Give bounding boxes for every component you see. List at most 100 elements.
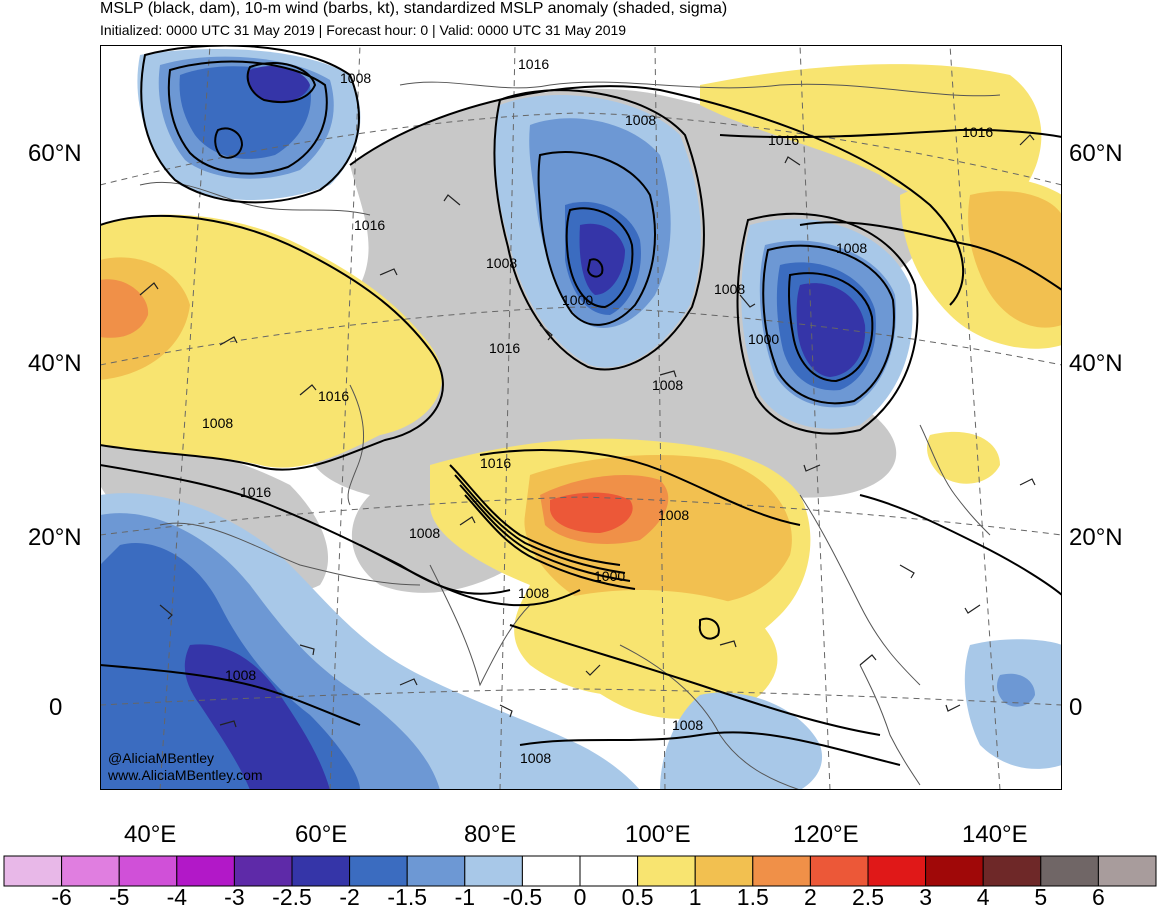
wind-barb xyxy=(459,516,476,526)
isobar-label: 1008 xyxy=(225,667,256,683)
colorbar-swatch xyxy=(982,855,1042,887)
meridian-140e xyxy=(949,45,1001,790)
lon-label-60e: 60°E xyxy=(295,821,348,848)
isobar-label: 1016 xyxy=(962,124,993,140)
shade-pos-seasia xyxy=(540,590,778,719)
wind-barb xyxy=(399,678,418,686)
isobar-label: 1008 xyxy=(652,377,683,393)
lat-label-0-right: 0 xyxy=(1069,694,1083,721)
isobar-label: 1016 xyxy=(480,455,511,471)
colorbar-tick-label: -4 xyxy=(166,884,188,910)
isobar-arctic-low-4 xyxy=(214,127,244,159)
wind-barb xyxy=(219,720,237,728)
coast-se-asia xyxy=(619,644,801,790)
colorbar-tick-label: 1 xyxy=(688,884,702,910)
coast-caspian xyxy=(347,384,364,506)
colorbar-swatch xyxy=(118,855,178,887)
isobar-tibet-packed-1 xyxy=(449,464,621,566)
isobars xyxy=(100,45,1062,766)
isobar-label: 1008 xyxy=(518,585,549,601)
colorbar-tick-label: -2.5 xyxy=(272,884,312,910)
wind-barb xyxy=(659,370,677,378)
isobar-arctic-low-2 xyxy=(167,60,328,175)
map-panel: 1008 1016 1008 1016 1016 1008 1000 1008 … xyxy=(100,45,1062,790)
coast-arabia xyxy=(159,522,421,586)
wind-barbs xyxy=(139,134,1036,728)
wind-barb xyxy=(379,268,398,276)
isobar-1008-east xyxy=(799,221,1062,291)
isobar-1016-pacific xyxy=(859,494,1062,596)
isobar-labels: 1008 1016 1008 1016 1016 1008 1000 1008 … xyxy=(202,56,993,766)
lat-label-20n-left: 20°N xyxy=(28,524,82,551)
wind-barb xyxy=(1019,478,1036,486)
wind-barb xyxy=(585,664,601,676)
credit-handle: @AliciaMBentley xyxy=(108,750,214,766)
colorbar-swatch xyxy=(176,855,235,887)
lat-label-40n-right: 40°N xyxy=(1069,350,1123,377)
colorbar-tick-label: 2.5 xyxy=(852,884,884,910)
colorbar-tick-label: 6 xyxy=(1091,884,1105,910)
isobar-1000-south-asia xyxy=(359,544,581,607)
colorbar-swatch xyxy=(521,855,581,887)
shade-neg-indian-ocean-core xyxy=(184,644,330,790)
wind-barb xyxy=(945,704,961,712)
wind-barb xyxy=(499,704,513,718)
credit-site: www.AliciaMBentley.com xyxy=(107,767,263,783)
colorbar-swatch xyxy=(752,855,811,887)
wind-barb xyxy=(1019,134,1035,146)
isobar-label: 1016 xyxy=(518,56,549,72)
figure-title: MSLP (black, dam), 10-m wind (barbs, kt)… xyxy=(100,0,728,17)
colorbar-swatch xyxy=(637,855,696,887)
colorbar-swatch xyxy=(3,855,63,887)
wind-barb xyxy=(719,640,737,648)
isobar-label: 1016 xyxy=(354,217,385,233)
shade-neg-arctic-low-core xyxy=(248,65,310,102)
colorbar xyxy=(3,855,1157,887)
shade-pos-siberia-core xyxy=(968,191,1062,328)
colorbar-swatch xyxy=(925,855,984,887)
coast-china xyxy=(799,494,921,686)
colorbar-swatch xyxy=(1040,855,1099,887)
colorbar-swatch xyxy=(694,855,754,887)
lon-label-80e: 80°E xyxy=(464,821,517,848)
isobar-1008-indian-ocean xyxy=(100,664,361,726)
colorbar-swatches xyxy=(3,855,1157,887)
colorbar-swatch xyxy=(61,855,120,887)
colorbar-swatch xyxy=(233,855,293,887)
isobar-1016-europe xyxy=(100,214,444,471)
wind-barb xyxy=(739,294,756,308)
isobar-1016-arctic-east xyxy=(719,128,1062,139)
wind-barb xyxy=(443,194,461,206)
colorbar-swatch xyxy=(464,855,523,887)
isobar-1016-tibet xyxy=(479,449,801,526)
colorbar-tick-label: 0.5 xyxy=(621,884,654,910)
shade-neg-west-pacific-mid xyxy=(997,673,1035,707)
wind-barb xyxy=(964,604,981,614)
colorbar-swatch xyxy=(406,855,466,887)
parallel-60n xyxy=(100,112,1062,186)
isobar-tibet-packed-3 xyxy=(459,484,631,582)
lat-label-20n-right: 20°N xyxy=(1069,524,1123,551)
colorbar-tick-label: -3 xyxy=(224,884,245,910)
isobar-label: 1008 xyxy=(672,717,703,733)
shade-neg-south-china-sea xyxy=(660,692,823,790)
lat-label-60n-left: 60°N xyxy=(28,140,82,167)
isobar-siberia-4 xyxy=(586,258,604,278)
colorbar-tick-label: -0.5 xyxy=(502,884,543,910)
colorbar-swatch xyxy=(1097,855,1157,887)
isobar-sea-loop xyxy=(698,617,720,640)
isobar-label: 1008 xyxy=(409,525,440,541)
lon-label-40e: 40°E xyxy=(124,821,177,848)
isobar-mongolia-2 xyxy=(762,244,895,405)
wind-barb xyxy=(139,282,159,296)
isobar-siberia-3 xyxy=(565,207,634,309)
meridian-80e xyxy=(499,45,516,790)
meridian-40e xyxy=(159,45,211,790)
lat-label-60n-right: 60°N xyxy=(1069,140,1123,167)
coast-philippines xyxy=(859,664,921,786)
lat-label-40n-left: 40°N xyxy=(28,350,82,377)
isobar-siberia-1 xyxy=(493,89,705,371)
isobar-arctic-low-1 xyxy=(140,45,360,204)
isobar-label: 1000 xyxy=(748,331,779,347)
isobar-label: 1008 xyxy=(714,281,745,297)
